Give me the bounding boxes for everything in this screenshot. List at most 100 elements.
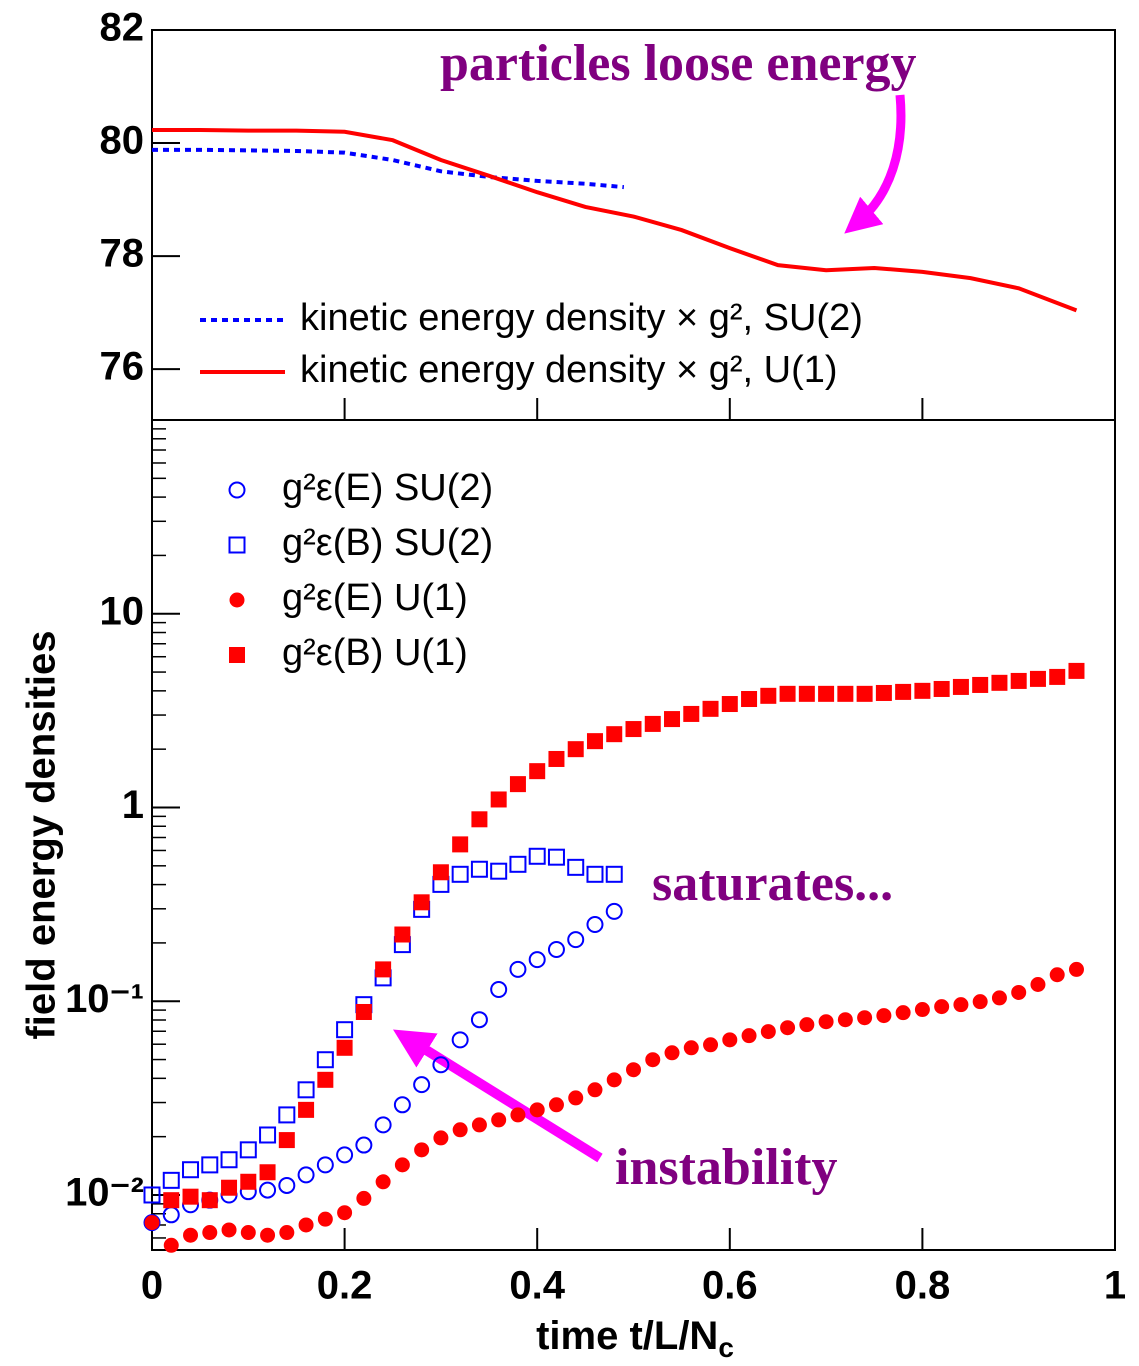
point (934, 999, 950, 1015)
point (355, 1136, 373, 1154)
point (144, 1215, 160, 1231)
point (278, 1132, 295, 1149)
point (1049, 967, 1065, 983)
x-tick-label: 0.6 (702, 1264, 758, 1308)
annotation: instability (615, 1139, 838, 1196)
point (143, 1186, 161, 1204)
point (933, 680, 950, 697)
point (741, 1028, 757, 1044)
point (162, 1206, 180, 1224)
x-tick-label: 0 (141, 1264, 163, 1308)
point (605, 865, 623, 883)
point (548, 750, 565, 767)
point (528, 847, 546, 865)
point (587, 1082, 603, 1098)
arrow (393, 1029, 603, 1163)
point (547, 848, 565, 866)
point (972, 676, 989, 693)
y-tick-label: 82 (100, 6, 145, 50)
line (152, 147, 625, 190)
point (260, 1227, 276, 1243)
point (182, 1161, 200, 1179)
point (625, 721, 642, 738)
point (1030, 977, 1046, 993)
point (568, 1090, 584, 1106)
point (1011, 984, 1027, 1000)
point (490, 980, 508, 998)
point (374, 1116, 392, 1134)
point (356, 1190, 372, 1206)
point (818, 685, 835, 702)
point (683, 705, 700, 722)
legend-label: kinetic energy density × g², U(1) (300, 349, 838, 391)
point (528, 951, 546, 969)
point (317, 1211, 333, 1227)
legend-label: g²ε(E) SU(2) (282, 467, 493, 509)
point (626, 1062, 641, 1078)
x-axis-label: time t/L/Nc (536, 1314, 734, 1364)
point (509, 960, 527, 978)
x-axis-label-subscript: c (718, 1332, 734, 1363)
point (182, 1188, 199, 1205)
point (567, 858, 585, 876)
point (202, 1225, 218, 1241)
point (375, 1174, 391, 1190)
point (451, 865, 469, 883)
x-tick-label: 0.4 (509, 1264, 565, 1308)
legend-swatch (229, 647, 245, 663)
point (279, 1225, 295, 1241)
point (413, 1076, 431, 1094)
annotation: particles loose energy (440, 35, 917, 92)
point (721, 696, 738, 713)
point (413, 894, 430, 911)
frame (151, 29, 1116, 1251)
point (259, 1181, 277, 1199)
legend-swatch (228, 481, 246, 499)
point (316, 1051, 334, 1069)
point (336, 1146, 354, 1164)
annotation: saturates... (652, 855, 893, 912)
point (452, 836, 469, 853)
point (1049, 668, 1066, 685)
point (259, 1126, 277, 1144)
point (239, 1141, 257, 1159)
point (683, 1040, 699, 1056)
point (201, 1156, 219, 1174)
legend-label: kinetic energy density × g², SU(2) (300, 297, 863, 339)
point (606, 726, 623, 743)
point (394, 926, 411, 943)
point (1010, 672, 1027, 689)
point (798, 685, 815, 702)
point (952, 678, 969, 695)
point (722, 1032, 738, 1048)
point (414, 1142, 430, 1158)
point (837, 1012, 853, 1028)
point (259, 1164, 276, 1181)
point (1029, 670, 1046, 687)
point (875, 684, 892, 701)
point (471, 811, 488, 828)
point (470, 1011, 488, 1029)
point (221, 1179, 238, 1196)
point (586, 915, 604, 933)
point (567, 931, 585, 949)
point (1068, 961, 1084, 977)
legend-label: g²ε(B) U(1) (282, 632, 468, 674)
point (470, 860, 488, 878)
point (664, 711, 681, 728)
point (780, 1020, 796, 1036)
point (895, 683, 912, 700)
point (799, 1017, 815, 1033)
legend-label: g²ε(E) U(1) (282, 577, 468, 619)
point (760, 687, 777, 704)
point (297, 1081, 315, 1099)
point (183, 1227, 199, 1243)
point (645, 1052, 661, 1068)
point (220, 1151, 238, 1169)
point (278, 1106, 296, 1124)
point (297, 1166, 315, 1184)
point (432, 864, 449, 881)
point (837, 685, 854, 702)
point (316, 1156, 334, 1174)
x-tick-label: 0.2 (317, 1264, 373, 1308)
